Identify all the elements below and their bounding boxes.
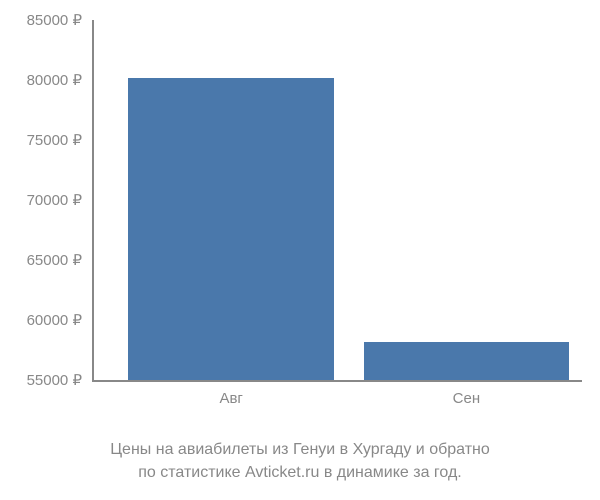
- x-tick-label: Авг: [219, 390, 242, 407]
- y-tick-label: 65000 ₽: [27, 251, 82, 269]
- price-bar-chart: 55000 ₽ 60000 ₽ 65000 ₽ 70000 ₽ 75000 ₽ 80000…: [0, 0, 600, 420]
- plot-area: [94, 20, 584, 380]
- x-axis-line: [92, 380, 582, 382]
- x-tick-label: Сен: [453, 390, 480, 407]
- y-axis: 55000 ₽ 60000 ₽ 65000 ₽ 70000 ₽ 75000 ₽ 80000…: [0, 0, 92, 420]
- caption-line-1: Цены на авиабилеты из Генуи в Хургаду и …: [0, 438, 600, 461]
- bar: [364, 342, 570, 380]
- y-tick-label: 60000 ₽: [27, 311, 82, 329]
- y-tick-label: 85000 ₽: [27, 11, 82, 29]
- bar: [128, 78, 334, 380]
- chart-caption: Цены на авиабилеты из Генуи в Хургаду и …: [0, 438, 600, 484]
- y-tick-label: 55000 ₽: [27, 371, 82, 389]
- y-tick-label: 75000 ₽: [27, 131, 82, 149]
- y-tick-label: 70000 ₽: [27, 191, 82, 209]
- caption-line-2: по статистике Avticket.ru в динамике за …: [0, 461, 600, 484]
- y-tick-label: 80000 ₽: [27, 71, 82, 89]
